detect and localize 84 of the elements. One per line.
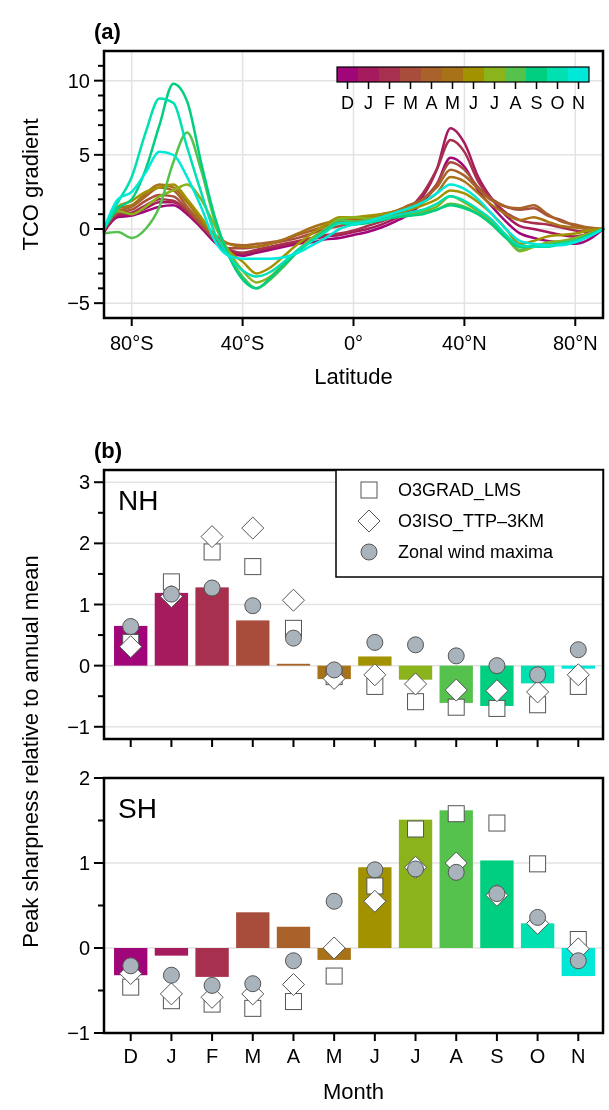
legend-label: Zonal wind maxima <box>398 542 555 563</box>
chart-title: (b) <box>94 438 123 463</box>
x-tick-label: N <box>571 1045 586 1067</box>
annotation: SH <box>118 793 157 824</box>
point <box>366 861 384 879</box>
point <box>366 633 384 651</box>
legend-label: O3GRAD_LMS <box>398 480 522 502</box>
bar <box>358 656 392 666</box>
bar <box>236 912 270 948</box>
y-tick-label: 10 <box>67 69 90 92</box>
legend-label: N <box>572 93 585 113</box>
point <box>325 661 343 679</box>
legend-label: F <box>384 93 395 113</box>
point <box>244 975 262 993</box>
y-tick-label: 0 <box>78 654 90 677</box>
x-tick-label: J <box>369 1045 380 1067</box>
x-tick-label: 40°N <box>442 332 487 354</box>
point <box>529 908 547 926</box>
bar <box>195 948 229 977</box>
legend-label: D <box>341 93 354 113</box>
legend-label: J <box>364 93 373 113</box>
y-tick-label: 0 <box>78 218 90 240</box>
y-axis-title: Peak sharpness relative to annual mean <box>18 555 43 948</box>
point <box>203 579 221 597</box>
x-tick-label: J <box>166 1045 177 1067</box>
point <box>447 805 465 823</box>
bar <box>154 592 189 666</box>
point <box>569 641 587 659</box>
y-tick-label: −1 <box>67 1022 90 1044</box>
x-tick-label: J <box>410 1045 421 1067</box>
y-tick-label: 2 <box>78 532 90 555</box>
legend-label: S <box>530 93 543 113</box>
x-tick-label: F <box>205 1045 219 1067</box>
x-tick-label: 80°N <box>552 332 598 354</box>
legend-label: J <box>490 93 499 113</box>
y-tick-label: 0 <box>78 937 90 959</box>
chart-title: (a) <box>94 19 121 44</box>
x-axis-title: Latitude <box>314 364 393 389</box>
point <box>407 820 425 838</box>
point <box>407 636 425 654</box>
x-tick-label: 0° <box>343 332 364 354</box>
bar <box>276 926 311 948</box>
x-tick-label: S <box>490 1045 504 1067</box>
x-tick-label: M <box>244 1045 262 1067</box>
y-tick-label: 5 <box>78 143 90 166</box>
legend-label: O <box>550 93 565 113</box>
y-tick-label: 1 <box>78 852 90 874</box>
x-tick-label: M <box>325 1045 343 1067</box>
point <box>488 699 506 717</box>
point <box>447 647 465 665</box>
x-tick-label: A <box>449 1045 464 1067</box>
x-tick-label: O <box>529 1045 546 1067</box>
bar <box>195 587 229 666</box>
point <box>325 892 343 910</box>
x-tick-label: 40°S <box>220 332 265 354</box>
bar <box>154 948 189 956</box>
x-tick-label: D <box>123 1045 138 1067</box>
point <box>366 877 384 895</box>
y-tick-label: 1 <box>78 593 90 616</box>
legend-label: M <box>403 93 418 113</box>
point <box>488 657 506 675</box>
point <box>122 618 140 636</box>
x-tick-label: 80°S <box>109 332 154 354</box>
legend-label: A <box>425 93 438 113</box>
y-tick-label: −1 <box>67 715 90 738</box>
legend-label: M <box>445 93 460 113</box>
legend-label: J <box>469 93 478 113</box>
y-tick-label: 3 <box>78 471 90 494</box>
annotation: NH <box>118 485 159 516</box>
point <box>284 952 302 970</box>
legend-label: O3ISO_TTP–3KM <box>398 511 545 533</box>
y-axis-title: TCO gradient <box>18 118 43 251</box>
point <box>244 597 262 615</box>
point <box>203 976 221 994</box>
legend-label: A <box>509 93 522 113</box>
y-tick-label: −5 <box>67 292 90 315</box>
y-tick-label: 2 <box>78 767 90 789</box>
point <box>322 936 346 960</box>
point <box>162 966 180 984</box>
x-tick-label: A <box>286 1045 301 1067</box>
point <box>447 863 465 881</box>
x-axis-title: Month <box>322 1079 385 1104</box>
point <box>284 629 302 647</box>
bar <box>236 620 270 666</box>
